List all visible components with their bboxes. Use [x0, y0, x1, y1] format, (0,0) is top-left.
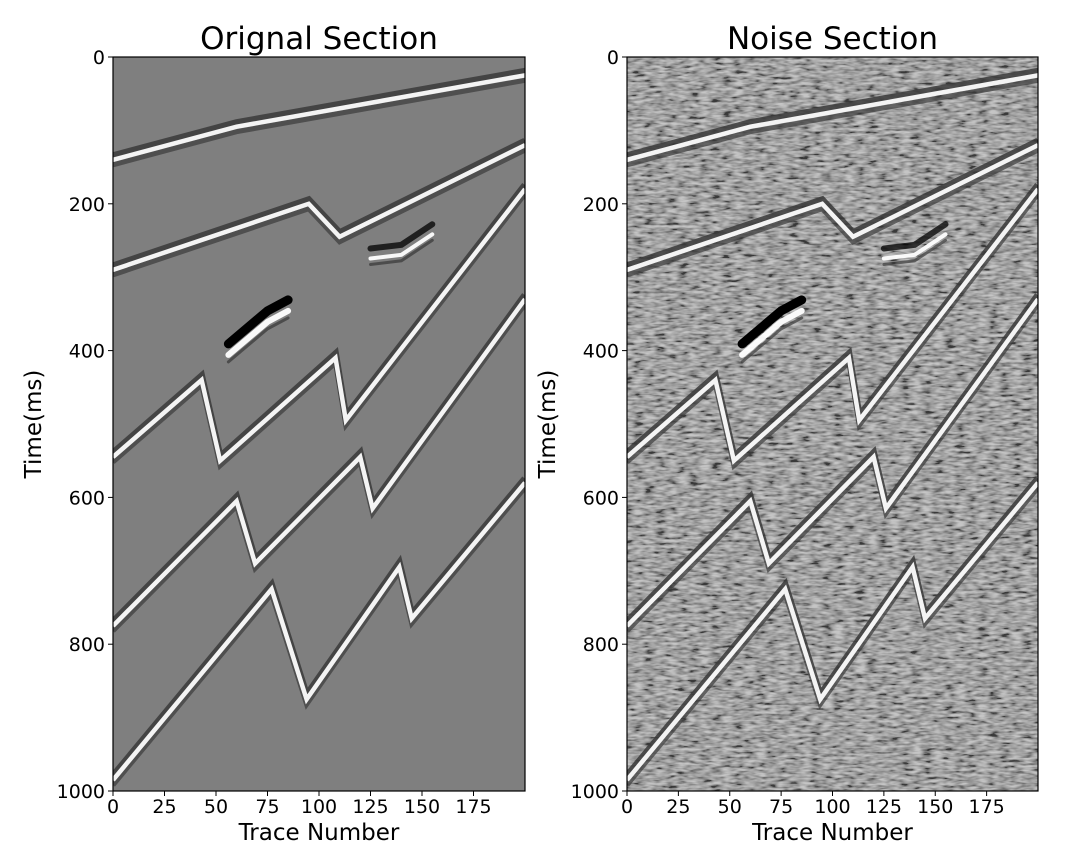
- x-tick-label: 75: [769, 796, 793, 818]
- reflector-5: [113, 476, 525, 787]
- anomaly-2: [880, 221, 949, 266]
- y-tick-label: 800: [69, 634, 105, 656]
- anomaly-1: [223, 295, 293, 364]
- y-axis-label: Time(ms): [535, 370, 561, 480]
- x-tick-label: 25: [152, 796, 176, 818]
- reflector-2: [627, 137, 1038, 278]
- anomaly-1: [737, 295, 807, 364]
- reflector-1: [627, 67, 1038, 168]
- y-tick-label: 0: [607, 47, 619, 69]
- x-axis-label: Trace Number: [751, 820, 913, 846]
- chart-title: Noise Section: [727, 21, 938, 57]
- y-tick-label: 400: [69, 341, 105, 363]
- x-tick-label: 0: [621, 796, 633, 818]
- seismic-image: [113, 67, 525, 787]
- x-tick-label: 150: [917, 796, 953, 818]
- x-tick-label: 75: [255, 796, 279, 818]
- y-tick-label: 1000: [571, 781, 619, 803]
- y-tick-label: 600: [69, 487, 105, 509]
- x-tick-label: 0: [107, 796, 119, 818]
- x-tick-label: 175: [455, 796, 491, 818]
- x-tick-label: 150: [404, 796, 440, 818]
- anomaly-2: [367, 221, 436, 266]
- chart-title: Orignal Section: [200, 21, 438, 57]
- x-tick-label: 25: [666, 796, 690, 818]
- y-tick-label: 200: [69, 194, 105, 216]
- y-tick-label: 200: [583, 194, 619, 216]
- x-tick-label: 100: [814, 796, 850, 818]
- reflector-4: [113, 293, 525, 633]
- reflector-1: [113, 67, 525, 168]
- x-axis-label: Trace Number: [238, 820, 400, 846]
- x-tick-label: 125: [352, 796, 388, 818]
- x-tick-label: 50: [204, 796, 228, 818]
- x-tick-label: 175: [968, 796, 1004, 818]
- seismic-image: [627, 57, 1038, 791]
- x-tick-label: 125: [866, 796, 902, 818]
- panel-original: Orignal Section 0 25 50 75 100 125 150 175 0 200 40…: [21, 21, 526, 846]
- y-tick-label: 600: [583, 487, 619, 509]
- panel-noise: Noise Section 0 25 50 75 100 125 150 175 0 200 400 6…: [535, 21, 1039, 846]
- x-tick-label: 50: [718, 796, 742, 818]
- reflector-2: [113, 137, 525, 278]
- reflector-3: [627, 182, 1038, 471]
- y-tick-label: 1000: [57, 781, 105, 803]
- reflector-5: [627, 476, 1038, 787]
- x-tick-label: 100: [301, 796, 337, 818]
- y-tick-label: 400: [583, 341, 619, 363]
- y-axis-label: Time(ms): [21, 370, 47, 480]
- reflector-3: [113, 182, 525, 471]
- reflector-4: [627, 293, 1038, 633]
- y-tick-label: 800: [583, 634, 619, 656]
- y-tick-label: 0: [93, 47, 105, 69]
